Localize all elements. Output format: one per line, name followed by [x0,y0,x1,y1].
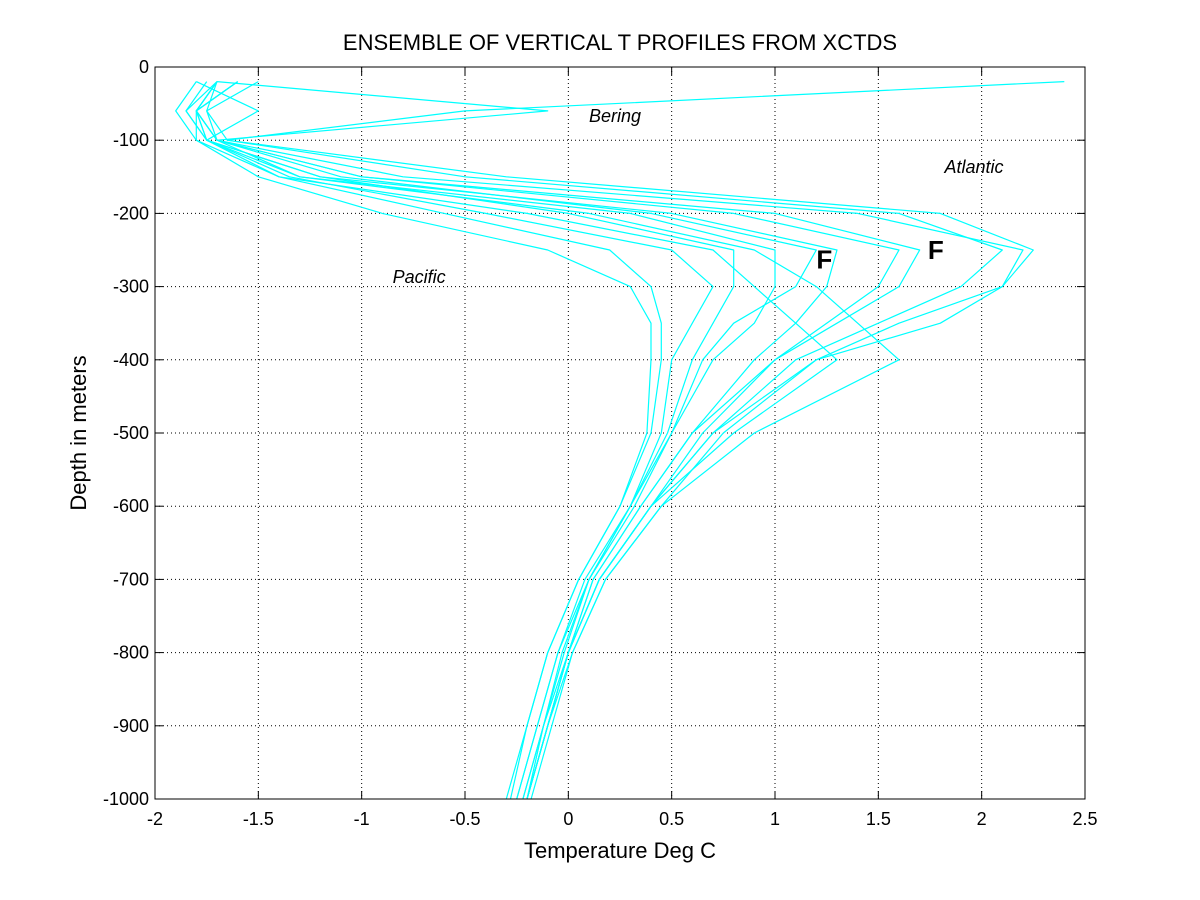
x-tick-label: 1.5 [866,809,891,829]
x-tick-label: -0.5 [449,809,480,829]
axis-ticks: -2 -1.5 -1 -0.5 0 0.5 1 1.5 2 2.5 0 -100 -200 -300 -40… [103,57,1098,829]
x-tick-label: -2 [147,809,163,829]
x-tick-label: 0 [563,809,573,829]
x-axis-label: Temperature Deg C [524,838,716,863]
annotation-f: F [816,244,832,274]
x-tick-label: 2 [977,809,987,829]
profile-line-13 [185,81,900,799]
y-tick-label: -1000 [103,789,149,809]
y-tick-label: -600 [113,496,149,516]
y-tick-label: -100 [113,130,149,150]
x-tick-label: -1 [354,809,370,829]
y-tick-label: -500 [113,423,149,443]
annotation-atlantic: Atlantic [943,157,1003,177]
x-tick-label: 0.5 [659,809,684,829]
y-tick-label: -800 [113,643,149,663]
annotation-pacific: Pacific [393,267,446,287]
y-tick-label: -400 [113,350,149,370]
annotation-f: F [928,235,944,265]
profile-line-9 [196,81,735,799]
y-tick-label: -900 [113,716,149,736]
y-tick-label: -700 [113,569,149,589]
annotations: Bering Atlantic Pacific F F [393,106,1004,287]
chart-title: ENSEMBLE OF VERTICAL T PROFILES FROM XCT… [343,30,897,55]
y-tick-label: -200 [113,203,149,223]
temperature-profiles [175,81,1065,799]
x-tick-label: -1.5 [243,809,274,829]
annotation-bering: Bering [589,106,641,126]
profile-line-14 [195,81,900,799]
profile-line-8 [195,81,714,799]
profile-line-10 [216,81,817,799]
profile-line-7 [195,81,652,799]
y-axis-label: Depth in meters [66,355,91,510]
y-tick-label: 0 [139,57,149,77]
profile-line-12 [175,81,838,799]
x-tick-label: 1 [770,809,780,829]
y-tick-label: -300 [113,277,149,297]
x-tick-label: 2.5 [1072,809,1097,829]
